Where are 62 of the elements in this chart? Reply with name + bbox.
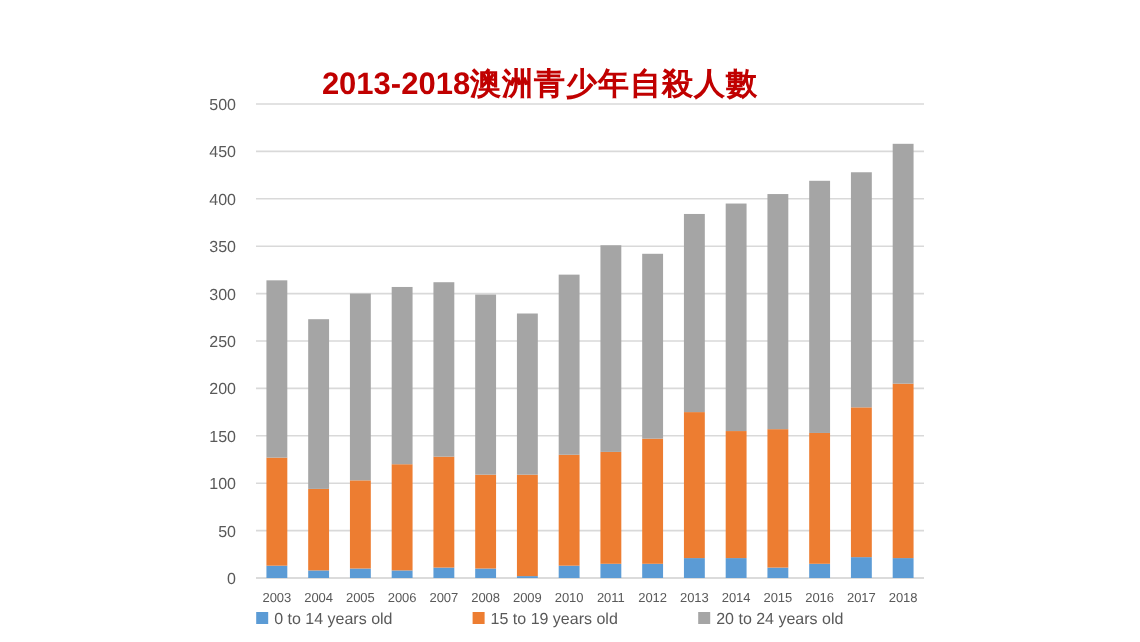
bar [433, 456, 455, 568]
bar [266, 565, 288, 578]
bar [433, 282, 455, 457]
bar [850, 557, 872, 578]
bar [266, 457, 288, 566]
bar [475, 474, 497, 569]
legend-label: 0 to 14 years old [274, 610, 393, 628]
y-tick-label: 400 [209, 190, 238, 209]
bar [391, 286, 413, 465]
bar [558, 454, 580, 566]
bar [600, 245, 622, 452]
legend-label: 15 to 19 years old [490, 610, 618, 628]
bar [308, 488, 330, 571]
bar [642, 253, 664, 439]
bar [850, 407, 872, 558]
bar [391, 570, 413, 578]
bar [308, 319, 330, 489]
y-tick-label: 350 [209, 238, 238, 257]
bar [683, 558, 705, 578]
bar [809, 432, 831, 564]
bar [809, 180, 831, 433]
bar [266, 280, 288, 458]
bar [475, 568, 497, 578]
bar [600, 563, 622, 578]
y-tick-label: 300 [209, 285, 238, 304]
bar [850, 172, 872, 408]
bar [475, 294, 497, 475]
bar [558, 274, 580, 455]
bar [349, 480, 371, 569]
y-tick-label: 500 [209, 96, 238, 114]
bar [516, 474, 538, 577]
y-tick-label: 150 [209, 427, 238, 446]
bar [767, 429, 789, 568]
bar [725, 431, 747, 559]
bar [683, 412, 705, 559]
legend-label: 20 to 24 years old [716, 610, 844, 628]
y-tick-label: 50 [218, 522, 238, 541]
y-tick-label: 450 [209, 143, 238, 162]
bar [349, 293, 371, 481]
y-tick-label: 200 [209, 380, 238, 399]
bar [767, 567, 789, 578]
bar [725, 203, 747, 432]
bar [516, 313, 538, 475]
bar [600, 451, 622, 564]
bar [308, 570, 330, 578]
bar [892, 143, 914, 384]
bar [558, 565, 580, 578]
bar [767, 194, 789, 430]
bar [391, 464, 413, 571]
bar [809, 563, 831, 578]
bar [642, 563, 664, 578]
bar [892, 383, 914, 559]
chart-title: 2013-2018澳洲青少年自殺人數 [321, 66, 761, 102]
bar [683, 213, 705, 413]
y-tick-label: 100 [209, 475, 238, 494]
bar [725, 558, 747, 578]
bar [892, 558, 914, 578]
bar [433, 567, 455, 578]
bar [349, 568, 371, 578]
y-tick-label: 250 [209, 333, 238, 351]
y-tick-label: 0 [227, 570, 238, 588]
bar [642, 438, 664, 564]
